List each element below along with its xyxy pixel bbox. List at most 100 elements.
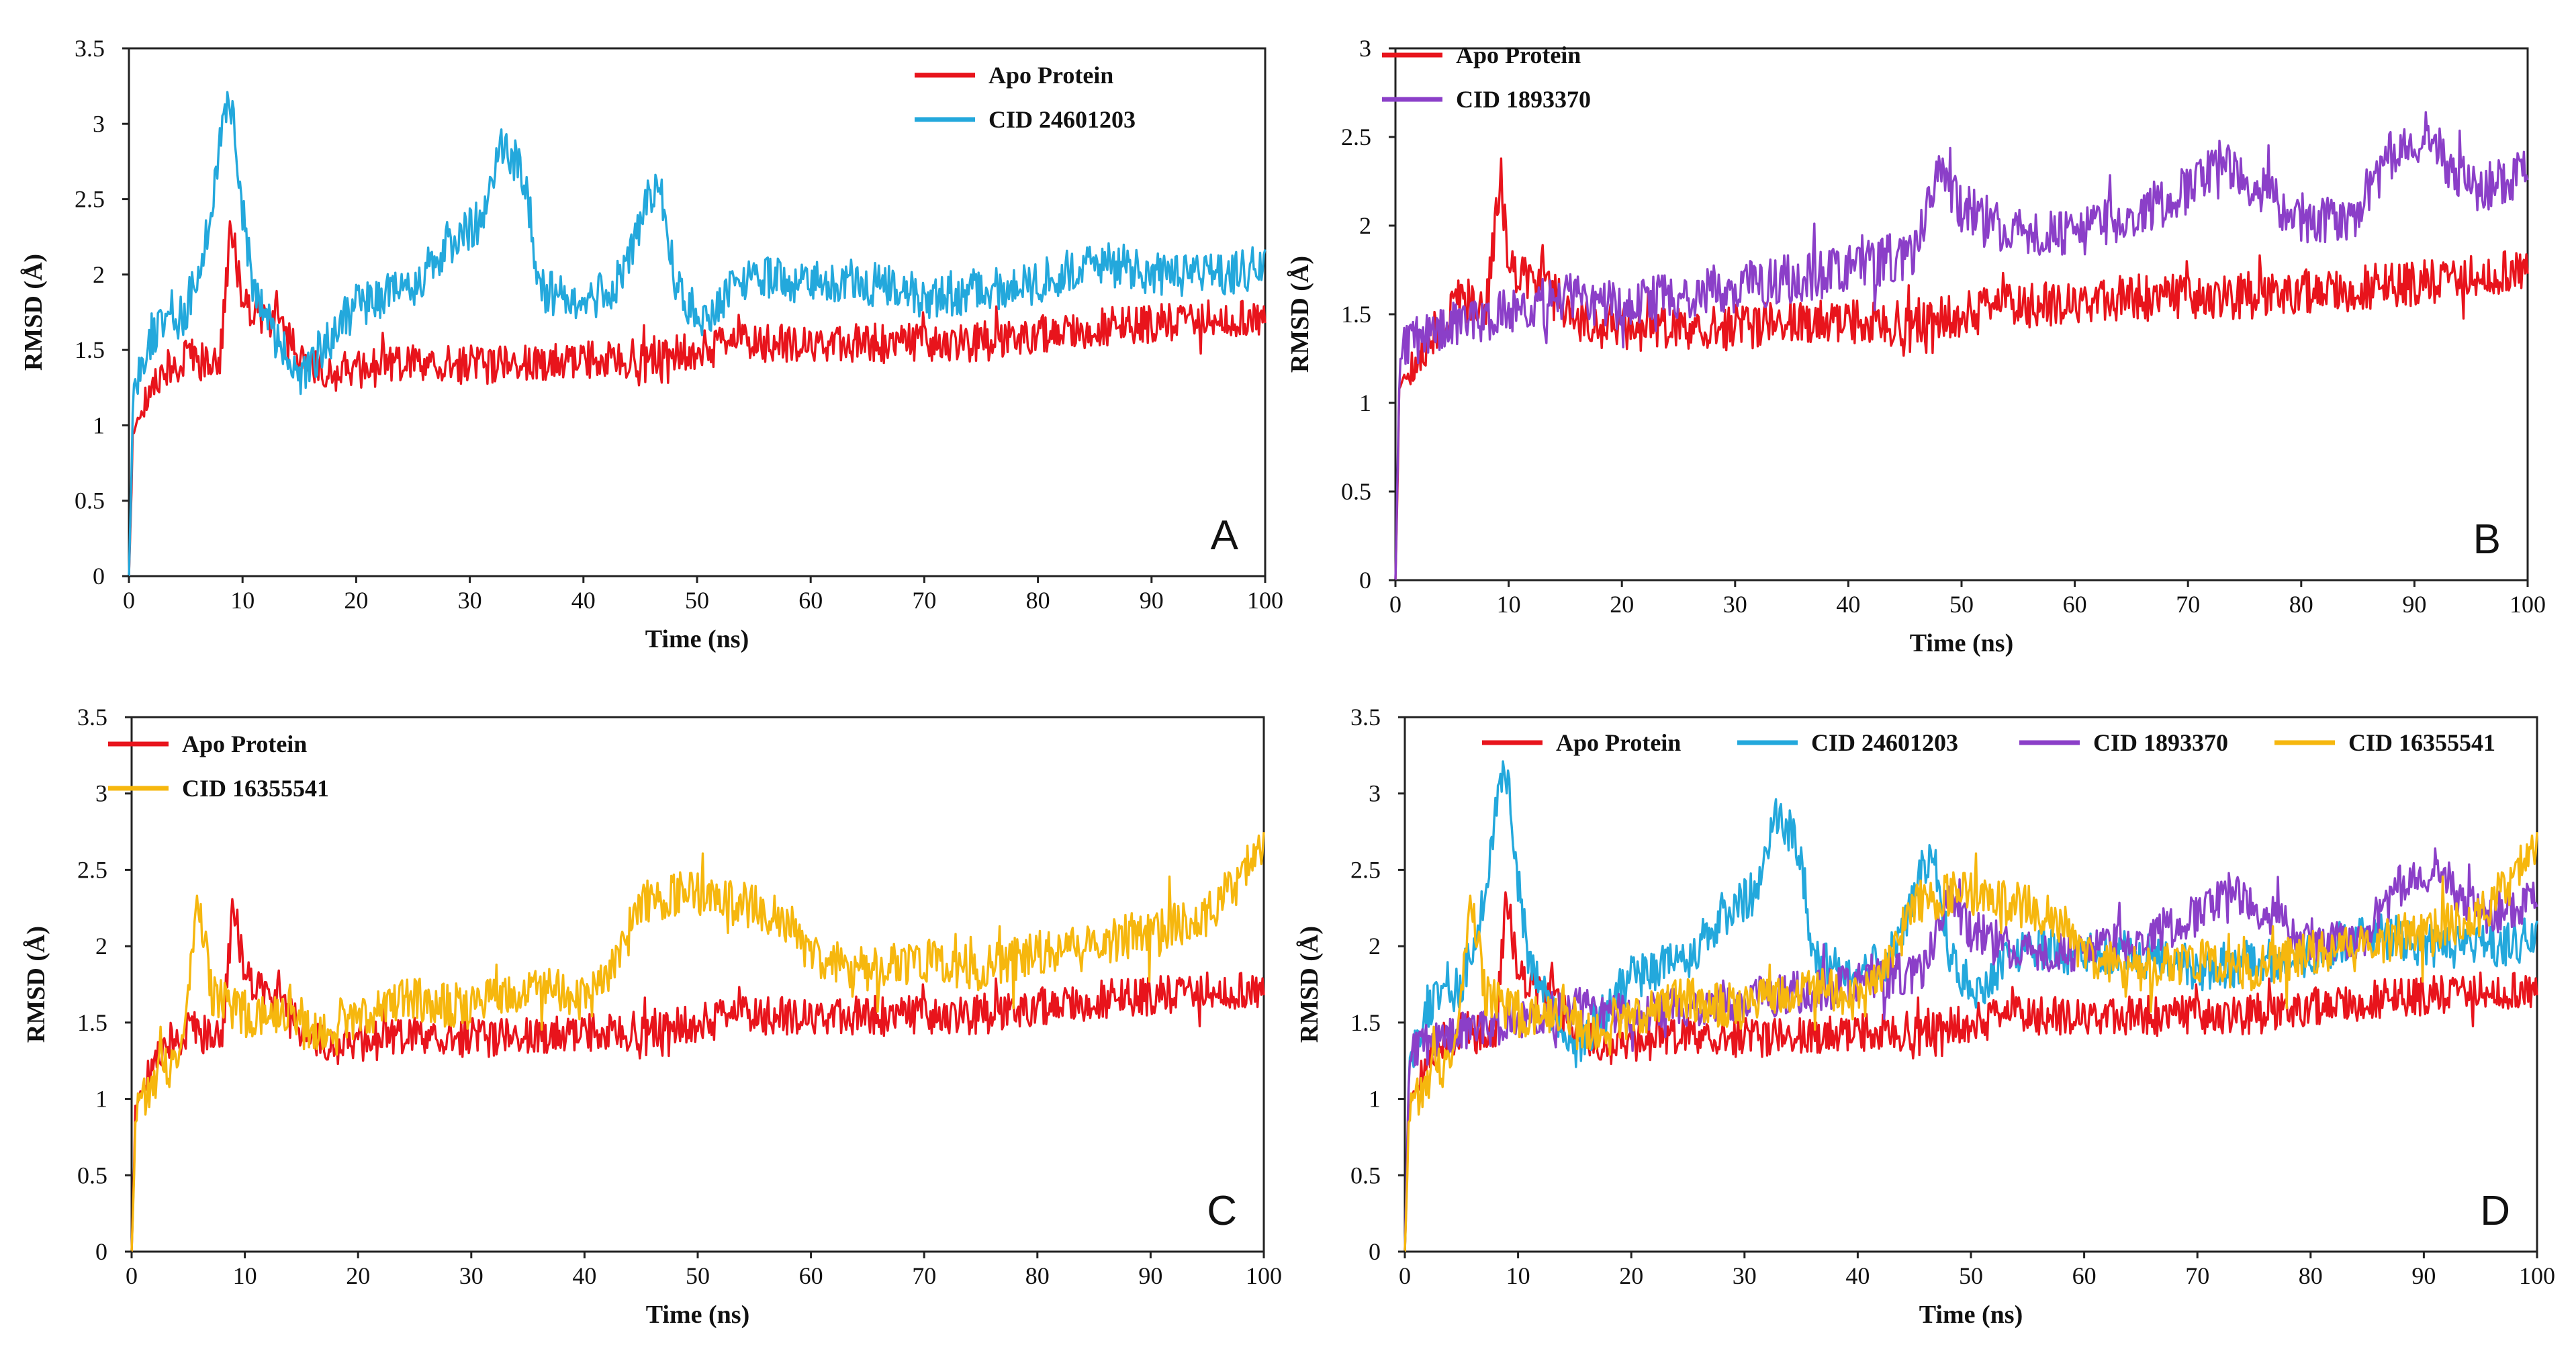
x-tick-label: 10 <box>230 587 255 614</box>
y-tick-label: 3.5 <box>1350 704 1381 731</box>
x-tick-label: 70 <box>912 587 936 614</box>
x-tick-label: 30 <box>458 587 482 614</box>
chart-panel-b: 0 10 20 30 40 50 60 70 80 90 100 0 0.5 1 1.5 2 2.5 3 Time … <box>1286 35 2546 657</box>
y-tick-label: 2.5 <box>1341 124 1371 150</box>
x-tick-label: 80 <box>1026 587 1050 614</box>
legend-label: Apo Protein <box>988 62 1113 89</box>
x-tick-label: 10 <box>1506 1262 1530 1289</box>
y-axis-title: RMSD (Å) <box>1286 256 1314 373</box>
x-tick-label: 20 <box>346 1262 370 1289</box>
y-tick-label: 0 <box>95 1238 107 1265</box>
x-tick-label: 90 <box>2402 591 2426 618</box>
legend: Apo Protein CID 1893370 <box>1382 42 1591 113</box>
panel-label: A <box>1211 512 1239 559</box>
legend-label: CID 16355541 <box>182 775 329 802</box>
x-tick-label: 50 <box>686 1262 710 1289</box>
x-axis-title: Time (ns) <box>1919 1301 2023 1329</box>
x-tick-label: 70 <box>2185 1262 2209 1289</box>
y-tick-label: 0.5 <box>1341 478 1371 505</box>
y-axis-title: RMSD (Å) <box>22 926 50 1043</box>
x-tick-label: 50 <box>1959 1262 1983 1289</box>
x-tick-label: 40 <box>571 587 596 614</box>
series-line-cid-1893370 <box>1394 111 2529 581</box>
x-tick-label: 20 <box>1619 1262 1643 1289</box>
x-tick-label: 50 <box>685 587 709 614</box>
x-tick-label: 100 <box>1247 587 1283 614</box>
x-tick-label: 60 <box>2072 1262 2097 1289</box>
x-tick-label: 60 <box>798 587 823 614</box>
x-axis-title: Time (ns) <box>1910 629 2013 657</box>
legend-label: CID 1893370 <box>1456 86 1591 113</box>
y-axis-title: RMSD (Å) <box>19 254 48 371</box>
x-tick-label: 0 <box>1389 591 1401 618</box>
series-line-cid-16355541 <box>1404 832 2538 1252</box>
x-tick-label: 70 <box>912 1262 936 1289</box>
x-tick-label: 30 <box>1733 1262 1757 1289</box>
x-tick-label: 30 <box>459 1262 484 1289</box>
y-axis-title: RMSD (Å) <box>1295 926 1324 1043</box>
y-tick-label: 1.5 <box>77 1009 107 1036</box>
x-tick-label: 60 <box>2063 591 2087 618</box>
x-tick-label: 90 <box>1140 587 1164 614</box>
x-tick-label: 40 <box>572 1262 596 1289</box>
x-tick-label: 100 <box>2519 1262 2555 1289</box>
panel-label: B <box>2473 516 2501 563</box>
legend-label: Apo Protein <box>182 731 307 757</box>
chart-panel-d: 0 10 20 30 40 50 60 70 80 90 100 0 0.5 1 1.5 2 2.5 3 3.5 Ti… <box>1295 704 2555 1329</box>
legend-label: CID 24601203 <box>988 106 1136 133</box>
x-tick-label: 80 <box>2299 1262 2323 1289</box>
x-axis-title: Time (ns) <box>646 1301 749 1329</box>
y-tick-label: 0 <box>93 563 105 590</box>
x-tick-label: 10 <box>1497 591 1521 618</box>
legend: Apo Protein CID 24601203 <box>915 62 1136 133</box>
legend-label: Apo Protein <box>1556 729 1681 756</box>
x-tick-label: 20 <box>344 587 368 614</box>
series-line-cid-24601203 <box>128 91 1267 577</box>
legend-label: CID 16355541 <box>2348 729 2495 756</box>
y-tick-label: 2 <box>1359 212 1371 239</box>
series-line-apo-protein <box>1404 891 2538 1252</box>
legend-label: CID 24601203 <box>1811 729 1958 756</box>
x-tick-label: 70 <box>2176 591 2200 618</box>
x-tick-label: 50 <box>1949 591 1974 618</box>
chart-panel-a: 0 10 20 30 40 50 60 70 80 90 100 0 0.5 1 1.5 2 2.5 3 3.5 Ti… <box>19 35 1283 653</box>
y-tick-label: 3.5 <box>77 704 107 731</box>
x-axis-title: Time (ns) <box>645 625 749 653</box>
series-line-cid-16355541 <box>130 832 1265 1252</box>
y-tick-label: 2 <box>1369 933 1381 960</box>
y-tick-label: 2 <box>93 261 105 288</box>
y-tick-label: 1.5 <box>75 336 105 363</box>
y-tick-label: 1 <box>1359 389 1371 416</box>
y-tick-label: 2.5 <box>75 186 105 213</box>
y-tick-label: 0.5 <box>1350 1162 1381 1189</box>
x-tick-label: 10 <box>233 1262 257 1289</box>
x-tick-label: 0 <box>1399 1262 1411 1289</box>
x-tick-label: 30 <box>1723 591 1747 618</box>
x-tick-label: 40 <box>1836 591 1860 618</box>
x-tick-label: 0 <box>126 1262 138 1289</box>
series-line-apo-protein <box>1394 157 2529 581</box>
x-tick-label: 0 <box>123 587 135 614</box>
plot-area-frame <box>130 716 1265 1253</box>
y-tick-label: 1 <box>1369 1086 1381 1113</box>
legend-label: CID 1893370 <box>2093 729 2228 756</box>
x-tick-label: 90 <box>2411 1262 2436 1289</box>
x-tick-label: 40 <box>1845 1262 1870 1289</box>
y-tick-label: 2 <box>95 933 107 960</box>
y-tick-label: 0.5 <box>77 1162 107 1189</box>
y-tick-label: 2.5 <box>77 856 107 883</box>
y-tick-label: 0 <box>1369 1238 1381 1265</box>
series-line-apo-protein <box>128 220 1267 577</box>
y-tick-label: 1.5 <box>1350 1009 1381 1036</box>
y-tick-label: 1.5 <box>1341 301 1371 328</box>
panel-label: C <box>1207 1188 1237 1234</box>
chart-panel-c: 0 10 20 30 40 50 60 70 80 90 100 0 0.5 1 1.5 2 2.5 3 3.5 Ti… <box>22 704 1282 1329</box>
y-tick-label: 2.5 <box>1350 856 1381 883</box>
y-tick-label: 1 <box>93 412 105 438</box>
y-tick-label: 1 <box>95 1086 107 1113</box>
series-line-apo-protein <box>130 898 1265 1252</box>
y-tick-label: 3 <box>1359 35 1371 62</box>
legend: Apo Protein CID 16355541 <box>108 731 329 802</box>
y-tick-label: 3 <box>95 780 107 807</box>
